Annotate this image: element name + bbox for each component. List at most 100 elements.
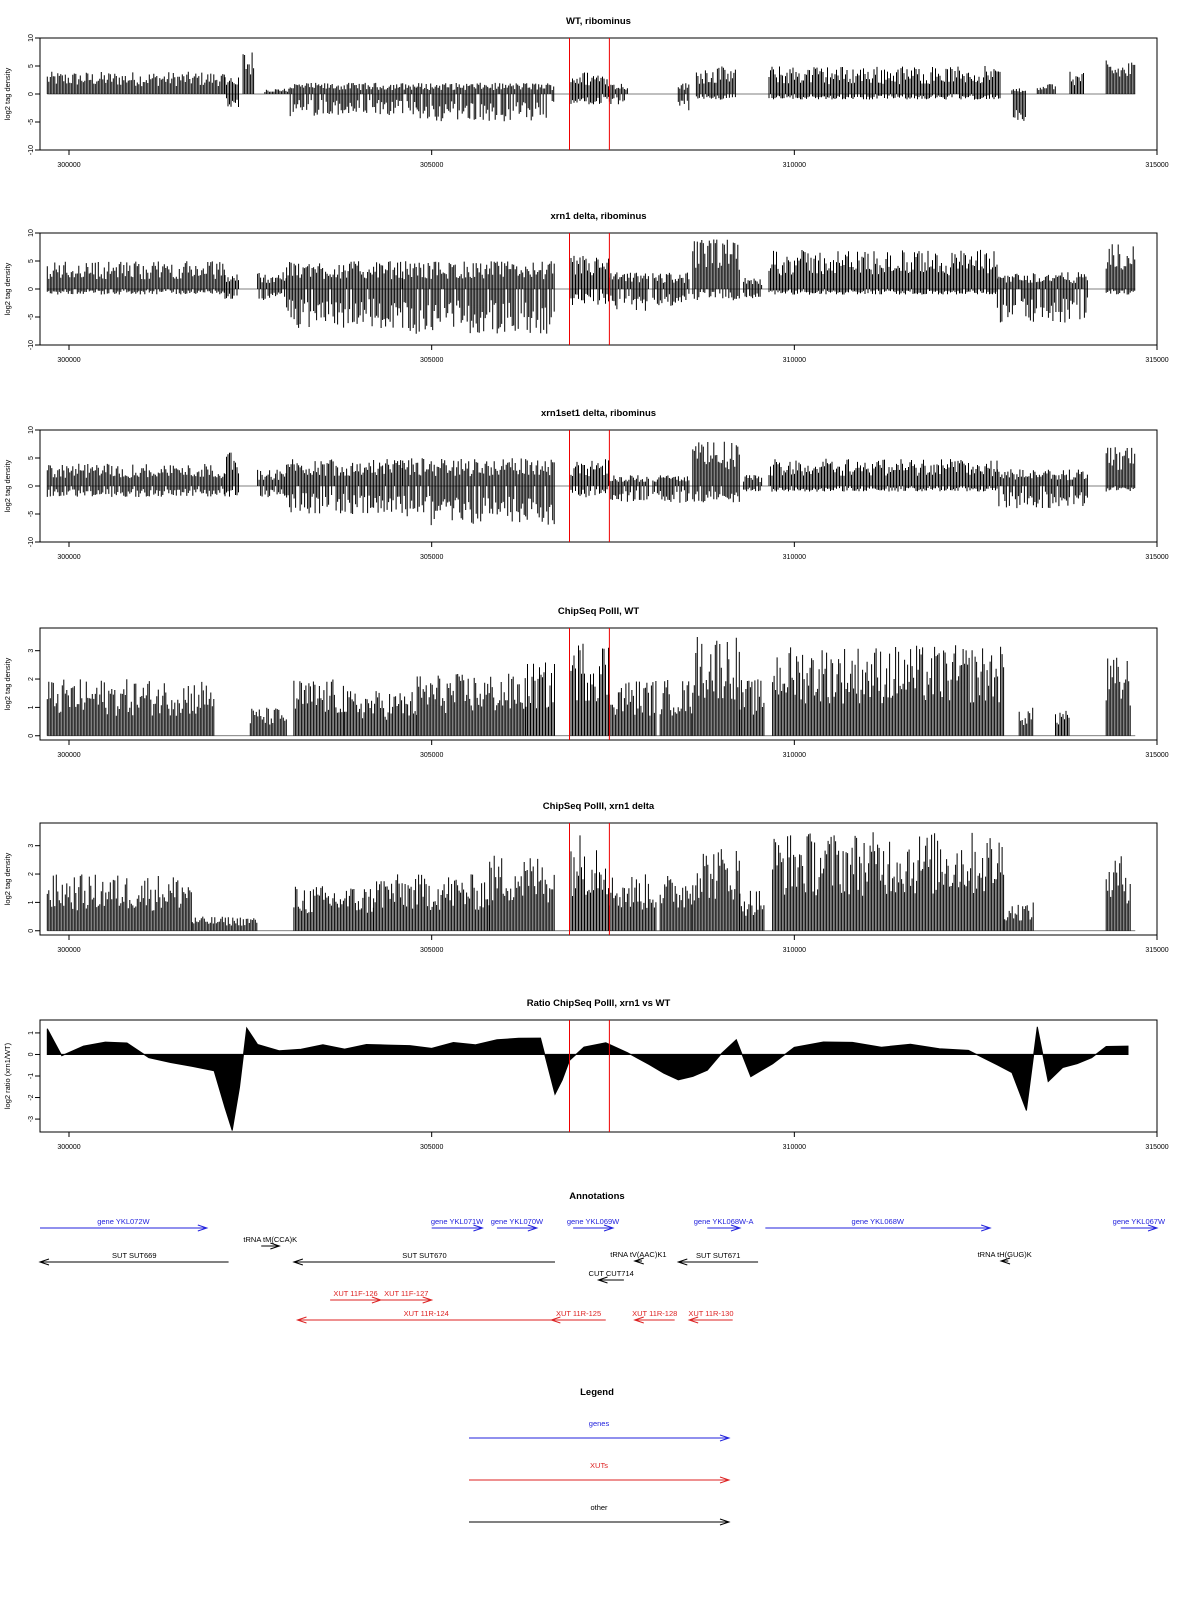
density-segment-7 [569, 72, 609, 105]
y-axis-label: log2 ratio (xrn1/WT) [3, 1042, 12, 1109]
legend-title: Legend [580, 1387, 614, 1398]
chart-panel-3: xrn1set1 delta, ribominus log2 tag densit… [3, 408, 1169, 561]
density-bars [46, 463, 225, 497]
annotations-panel: Annotations gene YKL072W gene YKL071W gene … [38, 1191, 1166, 1324]
arrowhead-icon [422, 1296, 434, 1304]
density-segment-8 [652, 272, 690, 306]
density-bars [743, 278, 763, 299]
density-segment-6 [416, 82, 555, 122]
density-bars [293, 679, 344, 736]
arrowhead-icon [676, 1258, 688, 1266]
arrowhead-icon [38, 1258, 50, 1266]
x-tick-label: 315000 [1145, 357, 1168, 364]
arrowhead-icon [603, 1224, 615, 1232]
density-segment-4 [344, 691, 418, 736]
feature-label: gene YKL067W [1113, 1217, 1166, 1226]
annotation-feature-17: XUT 11R-124 [295, 1309, 555, 1324]
y-tick-label: -10 [28, 145, 35, 155]
density-bars [692, 239, 740, 301]
density-bars [659, 680, 693, 736]
x-tick-label: 315000 [1145, 752, 1168, 759]
density-bars [489, 855, 555, 931]
chart-title: xrn1 delta, ribominus [550, 211, 646, 222]
x-tick-label: 305000 [420, 357, 443, 364]
y-tick-label: 10 [28, 34, 35, 42]
feature-label: tRNA tV(AAC)K1 [610, 1250, 666, 1259]
density-segment-9 [692, 849, 740, 931]
density-bars [264, 88, 290, 94]
y-tick-label: 1 [28, 705, 35, 709]
density-bars [1105, 447, 1136, 492]
annotation-feature-19: XUT 11R-128 [632, 1309, 677, 1324]
x-tick-label: 305000 [420, 752, 443, 759]
feature-label: XUT 11F-127 [384, 1289, 428, 1298]
density-bars [1105, 60, 1136, 94]
arrowhead-icon [473, 1224, 485, 1232]
density-segment-11 [768, 66, 1001, 100]
arrowhead-icon [719, 1518, 731, 1526]
density-segment-13 [1105, 856, 1131, 931]
arrowhead-icon [197, 1224, 209, 1232]
chart-panel-2: xrn1 delta, ribominus log2 tag density 10 5… [3, 211, 1169, 364]
x-tick-label: 310000 [783, 1144, 806, 1151]
density-segment-4 [373, 874, 490, 931]
density-segment-8 [659, 876, 693, 931]
density-bars [1018, 707, 1034, 736]
density-bars [224, 452, 239, 497]
x-tick-label: 315000 [1145, 162, 1168, 169]
density-bars [569, 255, 609, 305]
x-tick-label: 300000 [57, 752, 80, 759]
chart-title: Ratio ChipSeq PolII, xrn1 vs WT [527, 998, 671, 1009]
feature-label: XUT 11R-130 [688, 1309, 733, 1318]
density-segment-10 [739, 890, 765, 931]
legend-entry-XUTs: XUTs [469, 1461, 731, 1484]
feature-label: gene YKL072W [97, 1217, 150, 1226]
y-tick-label: 5 [28, 456, 35, 460]
chart-panel-6: Ratio ChipSeq PolII, xrn1 vs WT log2 rati… [3, 998, 1169, 1151]
y-tick-label: -5 [28, 314, 35, 320]
y-tick-label: 1 [28, 900, 35, 904]
density-bars [768, 249, 998, 295]
x-tick-label: 300000 [57, 162, 80, 169]
arrowhead-icon [999, 1257, 1011, 1265]
density-segment-13 [1036, 84, 1056, 94]
x-tick-label: 310000 [783, 947, 806, 954]
density-bars [257, 469, 287, 498]
density-segment-5 [402, 261, 555, 334]
x-tick-label: 300000 [57, 554, 80, 561]
density-bars [1069, 71, 1084, 94]
feature-label: gene YKL069W [567, 1217, 620, 1226]
x-tick-label: 310000 [783, 162, 806, 169]
annotations-title: Annotations [569, 1191, 624, 1202]
y-tick-label: 3 [28, 844, 35, 848]
x-tick-label: 310000 [783, 752, 806, 759]
density-segment-6 [525, 662, 555, 736]
density-bars [224, 274, 239, 299]
density-segment-11 [739, 679, 765, 736]
density-segment-1 [46, 463, 225, 497]
feature-label: gene YKL068W [852, 1217, 905, 1226]
density-segment-12 [996, 272, 1088, 323]
density-bars [692, 849, 740, 931]
density-segment-2 [191, 916, 258, 931]
y-tick-label: -2 [28, 1094, 35, 1100]
density-segment-1 [46, 71, 225, 94]
density-bars [1055, 710, 1070, 736]
density-bars [692, 637, 740, 736]
density-segment-7 [608, 874, 657, 931]
feature-label: XUT 11R-128 [632, 1309, 677, 1318]
density-bars [402, 261, 555, 334]
density-segment-14 [1069, 71, 1084, 94]
y-axis-label: log2 tag density [3, 459, 12, 512]
density-bars [286, 261, 403, 328]
annotation-feature-11: SUT SUT669 [38, 1251, 229, 1266]
arrowhead-icon [633, 1316, 644, 1324]
x-tick-label: 300000 [57, 1144, 80, 1151]
density-bars [1004, 902, 1034, 931]
arrowhead-icon [596, 1276, 608, 1284]
arrowhead-icon [549, 1316, 561, 1324]
density-bars [1105, 657, 1131, 736]
density-segment-14 [1055, 710, 1070, 736]
annotation-feature-9: tRNA tV(AAC)K1 [610, 1250, 667, 1265]
